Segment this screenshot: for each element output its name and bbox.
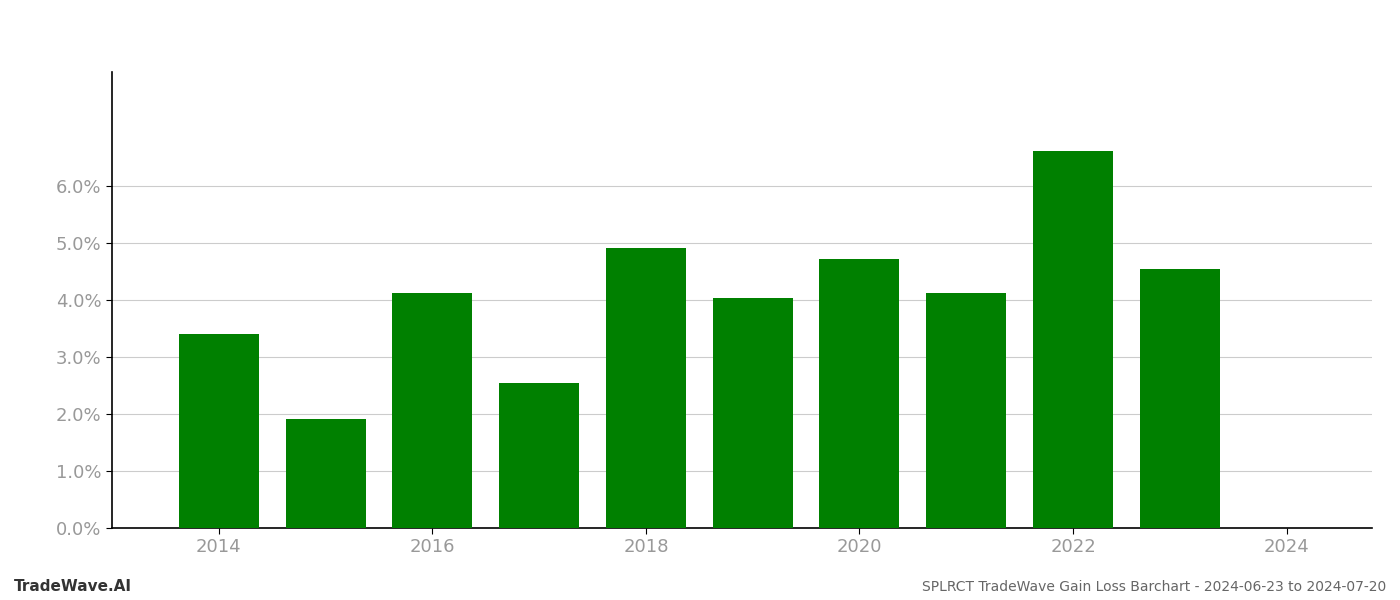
- Bar: [606, 248, 686, 528]
- Bar: [713, 298, 792, 528]
- Bar: [498, 383, 580, 528]
- Text: TradeWave.AI: TradeWave.AI: [14, 579, 132, 594]
- Bar: [927, 293, 1007, 528]
- Bar: [392, 293, 472, 528]
- Bar: [1033, 151, 1113, 528]
- Bar: [286, 419, 365, 528]
- Bar: [1140, 269, 1219, 528]
- Bar: [819, 259, 899, 528]
- Bar: [179, 334, 259, 528]
- Text: SPLRCT TradeWave Gain Loss Barchart - 2024-06-23 to 2024-07-20: SPLRCT TradeWave Gain Loss Barchart - 20…: [921, 580, 1386, 594]
